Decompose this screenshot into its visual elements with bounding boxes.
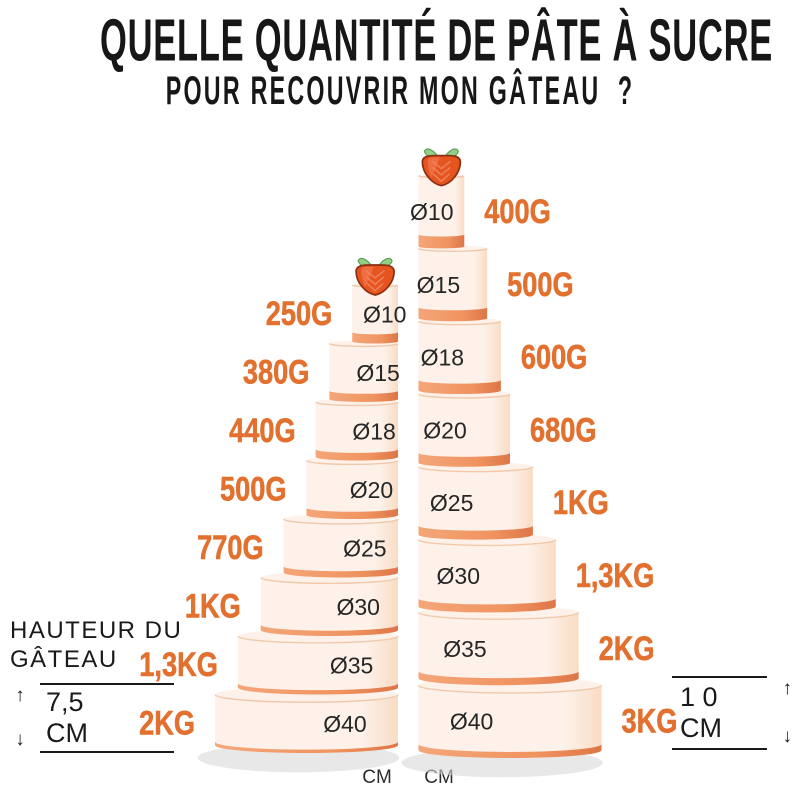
svg-text:Ø20: Ø20 (423, 417, 466, 443)
svg-text:Ø30: Ø30 (336, 594, 379, 620)
svg-text:1KG: 1KG (185, 587, 241, 626)
svg-text:2KG: 2KG (139, 704, 195, 743)
svg-text:Ø10: Ø10 (410, 199, 453, 225)
svg-text:500G: 500G (220, 470, 286, 509)
svg-text:Ø35: Ø35 (330, 652, 373, 678)
svg-text:680G: 680G (530, 410, 596, 449)
svg-text:Ø10: Ø10 (363, 301, 406, 327)
svg-text:2KG: 2KG (599, 629, 655, 668)
svg-text:1,3KG: 1,3KG (139, 645, 218, 684)
svg-text:Ø25: Ø25 (343, 535, 386, 561)
svg-text:400G: 400G (484, 192, 550, 231)
svg-text:Ø18: Ø18 (421, 345, 464, 371)
svg-text:770G: 770G (197, 528, 263, 567)
svg-text:Ø25: Ø25 (430, 490, 473, 516)
svg-text:Ø18: Ø18 (352, 418, 395, 444)
svg-text:Ø15: Ø15 (356, 360, 399, 386)
svg-text:250G: 250G (266, 294, 332, 333)
svg-text:Ø35: Ø35 (443, 636, 486, 662)
svg-text:Ø15: Ø15 (417, 272, 460, 298)
svg-text:1,3KG: 1,3KG (576, 556, 655, 595)
svg-text:500G: 500G (507, 265, 573, 304)
svg-text:1KG: 1KG (553, 483, 609, 522)
svg-text:Ø30: Ø30 (437, 563, 480, 589)
svg-text:Ø40: Ø40 (323, 711, 366, 737)
svg-text:3KG: 3KG (622, 702, 678, 741)
svg-text:Ø20: Ø20 (350, 477, 393, 503)
svg-text:380G: 380G (243, 353, 309, 392)
svg-text:600G: 600G (521, 338, 587, 377)
svg-text:Ø40: Ø40 (450, 709, 493, 735)
svg-text:440G: 440G (229, 411, 295, 450)
